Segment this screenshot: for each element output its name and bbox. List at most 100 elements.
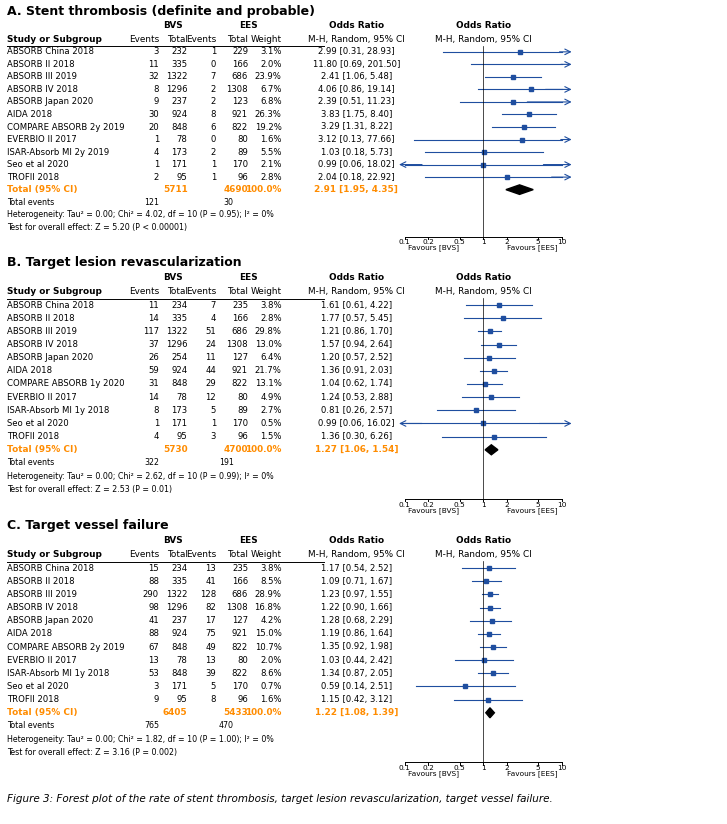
Text: 924: 924: [172, 367, 188, 376]
Text: 1.6%: 1.6%: [260, 135, 281, 144]
Text: Seo et al 2020: Seo et al 2020: [7, 419, 69, 428]
Text: 29: 29: [205, 380, 216, 388]
Text: 13: 13: [205, 656, 216, 665]
Text: 6.7%: 6.7%: [260, 85, 281, 94]
Text: 4: 4: [211, 314, 216, 323]
Text: 2.8%: 2.8%: [260, 314, 281, 323]
Text: A. Stent thrombosis (definite and probable): A. Stent thrombosis (definite and probab…: [7, 5, 316, 17]
Text: 1.22 [0.90, 1.66]: 1.22 [0.90, 1.66]: [321, 603, 392, 612]
Text: ISAR-Absorb MI 1y 2018: ISAR-Absorb MI 1y 2018: [7, 405, 110, 414]
Text: 1: 1: [153, 160, 159, 169]
Text: Figure 3: Forest plot of the rate of stent thrombosis, target lesion revasculari: Figure 3: Forest plot of the rate of ste…: [7, 794, 553, 804]
Text: 78: 78: [177, 656, 188, 665]
Text: 235: 235: [232, 564, 248, 573]
Text: 128: 128: [200, 590, 216, 599]
Text: Study or Subgroup: Study or Subgroup: [7, 550, 103, 559]
Text: 100.0%: 100.0%: [245, 185, 281, 194]
Text: EES: EES: [239, 273, 258, 282]
Text: Events: Events: [129, 35, 159, 44]
Text: EES: EES: [239, 536, 258, 545]
Text: 335: 335: [172, 577, 188, 586]
Text: 1.23 [0.97, 1.55]: 1.23 [0.97, 1.55]: [321, 590, 392, 599]
Text: BVS: BVS: [164, 273, 183, 282]
Text: ABSORB Japan 2020: ABSORB Japan 2020: [7, 616, 94, 625]
Text: 290: 290: [143, 590, 159, 599]
Text: 470: 470: [219, 722, 234, 730]
Text: 1.36 [0.91, 2.03]: 1.36 [0.91, 2.03]: [321, 367, 392, 376]
Text: 1.04 [0.62, 1.74]: 1.04 [0.62, 1.74]: [321, 380, 392, 388]
Text: 234: 234: [172, 564, 188, 573]
Text: 19.2%: 19.2%: [254, 123, 281, 132]
Text: 2.04 [0.18, 22.92]: 2.04 [0.18, 22.92]: [318, 172, 395, 181]
Text: 11: 11: [148, 60, 159, 69]
Text: 2: 2: [211, 147, 216, 157]
Text: 13: 13: [205, 564, 216, 573]
Text: 1.61 [0.61, 4.22]: 1.61 [0.61, 4.22]: [321, 301, 392, 310]
Text: 1.22 [1.08, 1.39]: 1.22 [1.08, 1.39]: [315, 709, 398, 717]
Text: 7: 7: [211, 301, 216, 310]
Text: 31: 31: [148, 380, 159, 388]
Text: 3: 3: [153, 682, 159, 691]
Text: 30: 30: [148, 110, 159, 119]
Text: 1.24 [0.53, 2.88]: 1.24 [0.53, 2.88]: [321, 393, 392, 401]
Text: Favours [EES]: Favours [EES]: [507, 245, 558, 251]
Text: 1322: 1322: [166, 73, 188, 82]
Text: 2: 2: [505, 239, 509, 246]
Text: 1: 1: [211, 172, 216, 181]
Text: 1296: 1296: [166, 603, 188, 612]
Text: 1.03 [0.44, 2.42]: 1.03 [0.44, 2.42]: [321, 656, 392, 665]
Text: 1.15 [0.42, 3.12]: 1.15 [0.42, 3.12]: [321, 695, 392, 705]
Text: M-H, Random, 95% CI: M-H, Random, 95% CI: [435, 288, 531, 297]
Text: Study or Subgroup: Study or Subgroup: [7, 288, 103, 297]
Text: 822: 822: [232, 643, 248, 652]
Text: 0.5%: 0.5%: [260, 419, 281, 428]
Text: Odds Ratio: Odds Ratio: [329, 21, 384, 30]
Text: 8.5%: 8.5%: [260, 577, 281, 586]
Text: 37: 37: [148, 340, 159, 349]
Text: 5: 5: [536, 765, 540, 771]
Text: 4: 4: [153, 432, 159, 441]
Text: 229: 229: [232, 47, 248, 56]
Text: 1308: 1308: [226, 85, 248, 94]
Text: ABSORB Japan 2020: ABSORB Japan 2020: [7, 353, 94, 363]
Text: Favours [BVS]: Favours [BVS]: [409, 770, 459, 777]
Text: Heterogeneity: Tau² = 0.00; Chi² = 1.82, df = 10 (P = 1.00); I² = 0%: Heterogeneity: Tau² = 0.00; Chi² = 1.82,…: [7, 735, 274, 743]
Text: TROFII 2018: TROFII 2018: [7, 172, 60, 181]
Text: Favours [EES]: Favours [EES]: [507, 508, 558, 514]
Text: 95: 95: [177, 172, 188, 181]
Text: 6.4%: 6.4%: [260, 353, 281, 363]
Text: 8: 8: [153, 405, 159, 414]
Text: 78: 78: [177, 135, 188, 144]
Text: 0.7%: 0.7%: [260, 682, 281, 691]
Text: 234: 234: [172, 301, 188, 310]
Text: 3.1%: 3.1%: [260, 47, 281, 56]
Text: 0.5: 0.5: [454, 765, 465, 771]
Text: 5711: 5711: [163, 185, 188, 194]
Text: 232: 232: [172, 47, 188, 56]
Text: 3.8%: 3.8%: [260, 301, 281, 310]
Text: 237: 237: [172, 97, 188, 106]
Text: COMPARE ABSORB 2y 2019: COMPARE ABSORB 2y 2019: [7, 123, 125, 132]
Text: 1322: 1322: [166, 327, 188, 336]
Text: 1.34 [0.87, 2.05]: 1.34 [0.87, 2.05]: [321, 669, 392, 678]
Text: ABSORB III 2019: ABSORB III 2019: [7, 73, 77, 82]
Text: 1: 1: [211, 419, 216, 428]
Text: 117: 117: [143, 327, 159, 336]
Text: ISAR-Absorb MI 2y 2019: ISAR-Absorb MI 2y 2019: [7, 147, 110, 157]
Text: 0.99 [0.06, 16.02]: 0.99 [0.06, 16.02]: [318, 419, 395, 428]
Text: 166: 166: [232, 60, 248, 69]
Text: 171: 171: [172, 419, 188, 428]
Text: 5: 5: [211, 405, 216, 414]
Text: 0.5: 0.5: [454, 239, 465, 246]
Text: 0: 0: [211, 60, 216, 69]
Text: Test for overall effect: Z = 5.20 (P < 0.00001): Test for overall effect: Z = 5.20 (P < 0…: [7, 222, 188, 232]
Text: 0.99 [0.06, 18.02]: 0.99 [0.06, 18.02]: [318, 160, 395, 169]
Text: 2.91 [1.95, 4.35]: 2.91 [1.95, 4.35]: [315, 185, 398, 194]
Text: Total events: Total events: [7, 198, 55, 207]
Text: 170: 170: [232, 419, 248, 428]
Text: 95: 95: [177, 695, 188, 705]
Text: 21.7%: 21.7%: [254, 367, 281, 376]
Text: Total events: Total events: [7, 458, 55, 467]
Text: 848: 848: [171, 380, 188, 388]
Text: ABSORB Japan 2020: ABSORB Japan 2020: [7, 97, 94, 106]
